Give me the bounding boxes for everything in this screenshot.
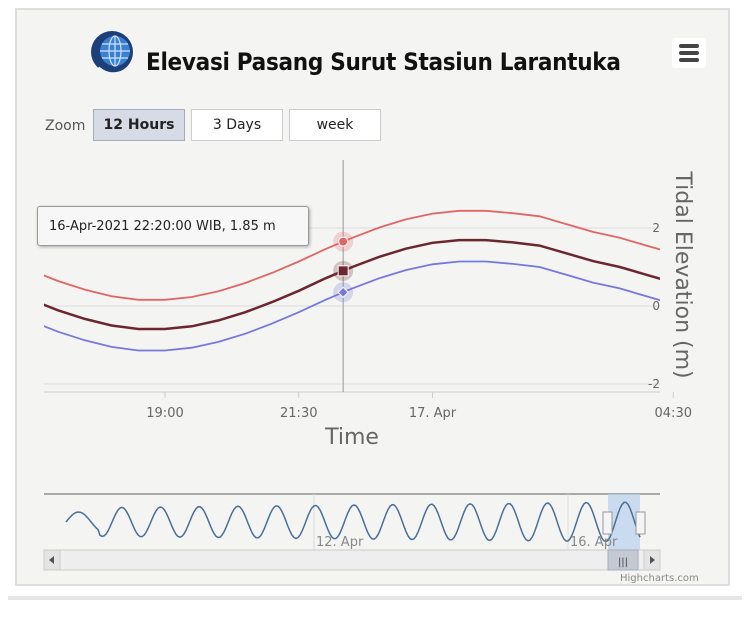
zoom-3-days-button[interactable]: 3 Days [191, 109, 283, 141]
zoom-label: Zoom [45, 118, 86, 134]
globe-logo-icon [91, 31, 134, 74]
navigator-label: 12. Apr [316, 535, 364, 550]
hamburger-menu-button[interactable] [672, 38, 706, 68]
x-axis-title: Time [324, 425, 379, 450]
chart-container [15, 8, 730, 586]
y-tick-label: -2 [648, 377, 660, 391]
y-tick-label: 2 [652, 221, 660, 235]
zoom-12-hours-button[interactable]: 12 Hours [93, 109, 185, 141]
navigator-left-handle[interactable] [602, 511, 613, 535]
scrollbar-thumb[interactable] [607, 549, 639, 571]
x-tick-label: 21:30 [280, 406, 317, 421]
y-axis-title: Tidal Elevation (m) [670, 170, 695, 378]
x-tick-label: 04:30 [655, 406, 692, 421]
navigator-label: 16. Apr [570, 535, 618, 550]
x-tick-label: 17. Apr [409, 406, 457, 421]
navigator-right-handle[interactable] [635, 511, 646, 535]
hover-marker [337, 286, 349, 299]
navigator-series [65, 501, 641, 543]
x-tick-label: 19:00 [146, 406, 183, 421]
grip-icon: ||| [618, 557, 628, 568]
y-tick-label: 0 [652, 299, 660, 313]
credits-link[interactable]: Highcharts.com [620, 573, 699, 584]
series-line-lower[interactable] [31, 260, 700, 352]
tooltip: 16-Apr-2021 22:20:00 WIB, 1.85 m [37, 206, 309, 246]
hover-marker [337, 265, 349, 277]
chart-title: Elevasi Pasang Surut Stasiun Larantuka [146, 48, 621, 76]
hover-marker [338, 236, 349, 247]
divider [8, 596, 742, 600]
zoom-week-button[interactable]: week [289, 109, 381, 141]
scrollbar-track[interactable] [43, 549, 661, 571]
series-line-upper[interactable] [31, 209, 700, 301]
arrow-right-icon [650, 556, 655, 564]
arrow-left-icon [49, 556, 54, 564]
series-line-observed[interactable] [31, 238, 700, 331]
